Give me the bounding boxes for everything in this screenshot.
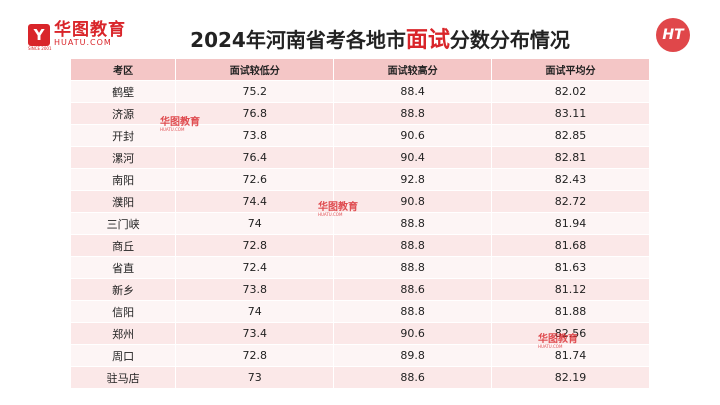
score-cell: 90.4 [333,146,493,169]
region-cell: 省直 [69,256,177,279]
score-cell: 81.94 [491,212,650,235]
title-part: 分数分布情况 [449,28,570,52]
score-cell: 88.4 [333,80,493,103]
score-cell: 72.6 [175,168,335,191]
score-cell: 82.72 [491,190,650,213]
region-cell: 南阳 [69,168,177,191]
logo-icon: Y [28,23,50,46]
score-cell: 73 [175,366,335,389]
region-cell: 开封 [69,124,177,147]
watermark-brand: 华图教育 [318,202,358,213]
title: 2024年河南省考各地市面试分数分布情况 [0,22,720,54]
score-cell: 73.8 [175,278,335,301]
badge: HT [656,18,690,52]
column-header: 考区 [69,58,177,81]
watermark-site: HUATU.COM [160,127,185,132]
region-cell: 商丘 [69,234,177,257]
score-cell: 73.4 [175,322,335,345]
title-highlight: 面试 [405,28,450,53]
score-cell: 83.11 [491,102,650,125]
score-cell: 82.81 [491,146,650,169]
score-cell: 88.6 [333,366,493,389]
column-header: 面试较低分 [175,58,335,81]
score-cell: 88.8 [333,300,493,323]
score-cell: 72.8 [175,234,335,257]
watermark-brand: 华图教育 [538,334,578,345]
score-cell: 88.8 [333,102,493,125]
region-cell: 郑州 [69,322,177,345]
watermark-site: HUATU.COM [318,212,343,217]
score-cell: 81.68 [491,234,650,257]
score-cell: 90.8 [333,190,493,213]
score-cell: 81.63 [491,256,650,279]
score-cell: 75.2 [175,80,335,103]
score-cell: 82.85 [491,124,650,147]
region-cell: 驻马店 [69,366,177,389]
score-cell: 76.8 [175,102,335,125]
table-row: 漯河 76.4 90.4 82.81 [69,146,650,169]
watermark: 华图教育 HUATU.COM [538,335,578,349]
logo: Y 华图教育 HUATU.COM SINCE 2001 [28,20,126,51]
score-cell: 88.6 [333,278,493,301]
region-cell: 濮阳 [69,190,177,213]
column-header: 面试较高分 [333,58,493,81]
score-cell: 72.4 [175,256,335,279]
score-cell: 88.8 [333,212,493,235]
score-cell: 88.8 [333,234,493,257]
watermark: 华图教育 HUATU.COM [318,203,358,217]
column-header: 面试平均分 [491,58,650,81]
table-row: 南阳 72.6 92.8 82.43 [69,168,650,191]
watermark: 华图教育 HUATU.COM [160,118,200,132]
score-cell: 74.4 [175,190,335,213]
region-cell: 鹤壁 [69,80,177,103]
table-row: 商丘 72.8 88.8 81.68 [69,234,650,257]
score-cell: 82.56 [491,322,650,345]
score-cell: 90.6 [333,124,493,147]
table-row: 新乡 73.8 88.6 81.12 [69,278,650,301]
score-cell: 89.8 [333,344,493,367]
region-cell: 周口 [69,344,177,367]
table-row: 开封 73.8 90.6 82.85 [69,124,650,147]
score-cell: 72.8 [175,344,335,367]
score-table: 考区 面试较低分 面试较高分 面试平均分 鹤壁 75.2 88.4 82.02 济源 76.8 88… [69,58,650,389]
score-cell: 92.8 [333,168,493,191]
region-cell: 信阳 [69,300,177,323]
score-cell: 88.8 [333,256,493,279]
table-row: 信阳 74 88.8 81.88 [69,300,650,323]
region-cell: 新乡 [69,278,177,301]
region-cell: 三门峡 [69,212,177,235]
score-cell: 81.88 [491,300,650,323]
score-cell: 74 [175,300,335,323]
score-cell: 82.19 [491,366,650,389]
region-cell: 漯河 [69,146,177,169]
score-cell: 82.02 [491,80,650,103]
since: SINCE 2001 [28,46,52,51]
table-row: 济源 76.8 88.8 83.11 [69,102,650,125]
title-part: 2024年河南省考各地市 [190,28,406,52]
table-row: 周口 72.8 89.8 81.74 [69,344,650,367]
table-row: 三门峡 74 88.8 81.94 [69,212,650,235]
table-row: 濮阳 74.4 90.8 82.72 [69,190,650,213]
score-cell: 81.12 [491,278,650,301]
score-cell: 76.4 [175,146,335,169]
score-cell: 82.43 [491,168,650,191]
score-cell: 74 [175,212,335,235]
watermark-site: HUATU.COM [538,344,563,349]
table-row: 省直 72.4 88.8 81.63 [69,256,650,279]
brand: 华图教育 [54,20,126,40]
score-cell: 90.6 [333,322,493,345]
site: HUATU.COM [54,38,112,47]
table-row: 鹤壁 75.2 88.4 82.02 [69,80,650,103]
watermark-brand: 华图教育 [160,117,200,128]
table-row: 驻马店 73 88.6 82.19 [69,366,650,389]
